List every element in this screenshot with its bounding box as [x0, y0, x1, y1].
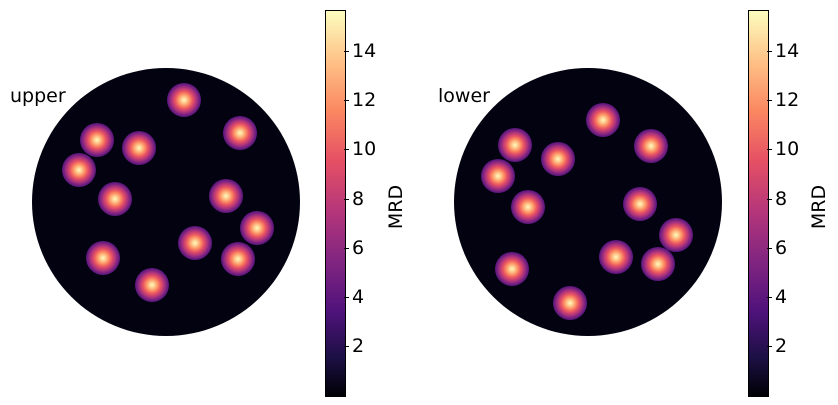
colorbar-tick-label: 12	[775, 89, 800, 112]
colorbar-tick-label: 14	[775, 40, 800, 62]
colorbar-tick-label: 10	[352, 138, 377, 161]
upper-colorbar-label: MRD	[385, 184, 408, 230]
intensity-peak	[553, 286, 587, 320]
colorbar-tick	[344, 198, 349, 200]
colorbar-tick-label: 8	[775, 187, 788, 210]
colorbar-tick	[767, 297, 772, 298]
colorbar-tick-label: 6	[352, 236, 365, 259]
intensity-peak	[481, 159, 515, 193]
intensity-peak	[599, 240, 633, 274]
colorbar-tick	[767, 198, 772, 200]
upper-pole-figure	[32, 68, 300, 336]
intensity-peak	[495, 252, 529, 286]
intensity-peak	[541, 142, 575, 176]
colorbar-tick-label: 10	[775, 138, 800, 161]
intensity-peak	[167, 83, 201, 117]
lower-colorbar	[748, 10, 769, 397]
intensity-peak	[98, 182, 132, 216]
colorbar-tick	[767, 100, 772, 102]
colorbar-tick-label: 6	[775, 236, 788, 259]
intensity-peak	[511, 190, 545, 224]
colorbar-tick	[767, 346, 772, 348]
colorbar-tick	[344, 247, 349, 249]
colorbar-tick-label: 14	[352, 40, 377, 62]
intensity-peak	[178, 226, 212, 260]
intensity-peak	[586, 103, 620, 137]
colorbar-tick-label: 4	[352, 286, 365, 308]
intensity-peak	[498, 128, 532, 162]
upper-panel-label: upper	[10, 85, 66, 107]
colorbar-tick	[344, 100, 349, 102]
intensity-peak	[86, 241, 120, 275]
intensity-peak	[240, 211, 274, 245]
intensity-peak	[641, 247, 675, 281]
intensity-peak	[62, 153, 96, 187]
colorbar-tick-label: 8	[352, 187, 365, 210]
colorbar-tick	[344, 51, 349, 52]
colorbar-tick	[767, 149, 772, 151]
colorbar-tick	[344, 297, 349, 298]
intensity-peak	[634, 129, 668, 163]
lower-colorbar-label: MRD	[808, 184, 831, 230]
upper-colorbar	[325, 10, 346, 397]
colorbar-tick	[767, 247, 772, 249]
intensity-peak	[135, 268, 169, 302]
colorbar-tick-label: 12	[352, 89, 377, 112]
colorbar-tick	[767, 51, 772, 52]
intensity-peak	[122, 131, 156, 165]
intensity-peak	[80, 123, 114, 157]
colorbar-tick	[344, 346, 349, 348]
colorbar-tick	[344, 149, 349, 151]
colorbar-tick-label: 2	[352, 335, 365, 358]
colorbar-tick-label: 4	[775, 286, 788, 308]
lower-pole-figure	[454, 68, 722, 336]
intensity-peak	[623, 187, 657, 221]
intensity-peak	[659, 218, 693, 252]
lower-panel-label: lower	[438, 85, 490, 107]
intensity-peak	[223, 116, 257, 150]
colorbar-tick-label: 2	[775, 335, 788, 358]
intensity-peak	[209, 179, 243, 213]
intensity-peak	[221, 242, 255, 276]
